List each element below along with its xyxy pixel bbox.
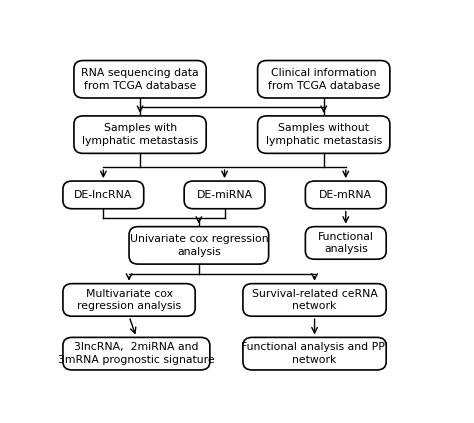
FancyBboxPatch shape xyxy=(243,338,386,370)
FancyBboxPatch shape xyxy=(184,181,265,209)
Text: Multivariate cox
regression analysis: Multivariate cox regression analysis xyxy=(77,288,181,311)
FancyBboxPatch shape xyxy=(74,116,206,154)
Text: RNA sequencing data
from TCGA database: RNA sequencing data from TCGA database xyxy=(81,68,199,91)
Text: Samples with
lymphatic metastasis: Samples with lymphatic metastasis xyxy=(82,123,198,146)
Text: DE-miRNA: DE-miRNA xyxy=(197,190,253,200)
FancyBboxPatch shape xyxy=(63,338,210,370)
Text: DE-lncRNA: DE-lncRNA xyxy=(74,190,133,200)
Text: Samples without
lymphatic metastasis: Samples without lymphatic metastasis xyxy=(265,123,382,146)
FancyBboxPatch shape xyxy=(305,181,386,209)
FancyBboxPatch shape xyxy=(63,181,144,209)
Text: Functional analysis and PPI
network: Functional analysis and PPI network xyxy=(241,342,388,365)
FancyBboxPatch shape xyxy=(63,284,195,316)
Text: DE-mRNA: DE-mRNA xyxy=(319,190,373,200)
Text: 3lncRNA,  2miRNA and
3mRNA prognostic signature: 3lncRNA, 2miRNA and 3mRNA prognostic sig… xyxy=(58,342,215,365)
FancyBboxPatch shape xyxy=(74,60,206,98)
Text: Clinical information
from TCGA database: Clinical information from TCGA database xyxy=(267,68,380,91)
FancyBboxPatch shape xyxy=(258,60,390,98)
Text: Survival-related ceRNA
network: Survival-related ceRNA network xyxy=(252,288,377,311)
FancyBboxPatch shape xyxy=(129,227,269,264)
FancyBboxPatch shape xyxy=(305,227,386,259)
Text: Univariate cox regression
analysis: Univariate cox regression analysis xyxy=(129,234,268,257)
Text: Functional
analysis: Functional analysis xyxy=(318,231,374,254)
FancyBboxPatch shape xyxy=(258,116,390,154)
FancyBboxPatch shape xyxy=(243,284,386,316)
